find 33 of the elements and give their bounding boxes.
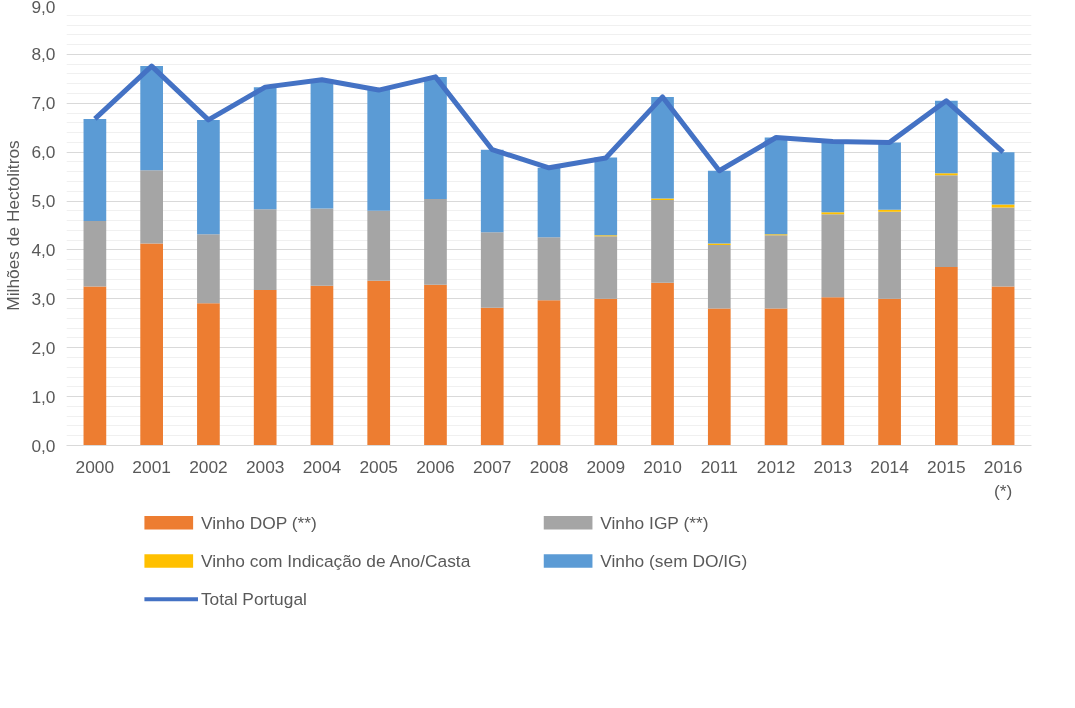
y-tick-label: 2,0 xyxy=(31,337,56,358)
y-tick-label: 8,0 xyxy=(31,44,56,65)
legend-label: Vinho DOP (**) xyxy=(200,512,317,533)
x-tick-label: 2012 xyxy=(756,456,796,477)
y-tick-label: 7,0 xyxy=(31,93,56,114)
x-tick-label: 2016 (*) xyxy=(983,456,1023,501)
x-tick-label: 2010 xyxy=(643,456,682,477)
x-tick-label: 2014 xyxy=(870,456,910,477)
legend-label: Total Portugal xyxy=(200,589,307,610)
x-tick-label: 2009 xyxy=(586,456,626,477)
y-tick-label: 6,0 xyxy=(31,142,56,163)
x-tick-label: 2008 xyxy=(529,456,569,477)
x-tick-label: 2013 xyxy=(813,456,853,477)
legend-label: Vinho (sem DO/IG) xyxy=(600,551,748,571)
x-tick-label: 2005 xyxy=(359,456,398,477)
x-tick-label: 2000 xyxy=(75,456,115,477)
x-tick-label: 2003 xyxy=(245,456,285,477)
x-tick-label: 2004 xyxy=(302,456,342,477)
y-axis-title: Milhões de Hectolitros xyxy=(3,139,24,311)
x-tick-label: 2006 xyxy=(416,456,455,477)
y-tick-label: 3,0 xyxy=(31,288,56,309)
x-tick-label: 2011 xyxy=(700,456,738,477)
y-tick-label: 5,0 xyxy=(31,191,56,212)
legend-label: Vinho com Indicação de Ano/Casta xyxy=(200,551,471,571)
legend-label: Vinho IGP (**) xyxy=(600,512,709,533)
x-tick-label: 2002 xyxy=(189,456,228,477)
x-tick-label: 2015 xyxy=(927,456,966,477)
x-tick-label: 2007 xyxy=(472,456,512,477)
y-tick-label: 9,0 xyxy=(31,0,56,17)
x-tick-label: 2001 xyxy=(132,456,171,477)
y-tick-label: 1,0 xyxy=(31,386,56,407)
y-tick-label: 4,0 xyxy=(31,239,56,260)
y-tick-label: 0,0 xyxy=(31,435,56,456)
